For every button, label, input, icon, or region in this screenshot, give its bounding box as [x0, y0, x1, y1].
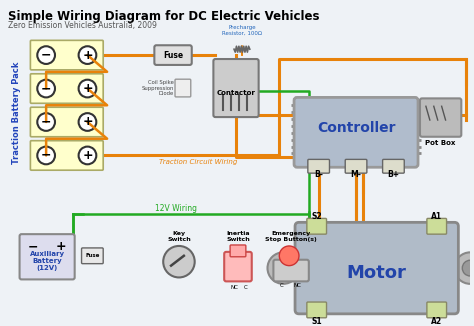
FancyBboxPatch shape: [295, 222, 458, 314]
Text: Zero Emission Vehicles Australia, 2009: Zero Emission Vehicles Australia, 2009: [8, 21, 156, 30]
Text: +: +: [82, 49, 93, 62]
Text: −: −: [41, 115, 51, 128]
Text: Precharge
Resistor, 100Ω: Precharge Resistor, 100Ω: [222, 25, 262, 36]
FancyBboxPatch shape: [294, 97, 418, 167]
Text: S1: S1: [311, 317, 322, 326]
Text: +: +: [82, 82, 93, 95]
Text: M-: M-: [351, 170, 362, 179]
FancyBboxPatch shape: [175, 79, 191, 97]
FancyBboxPatch shape: [82, 248, 103, 264]
Text: NC: NC: [230, 285, 238, 290]
Text: Motor: Motor: [347, 264, 407, 282]
Text: +: +: [82, 149, 93, 162]
Text: A2: A2: [431, 317, 442, 326]
Text: Key
Switch: Key Switch: [167, 231, 191, 242]
Text: −: −: [28, 240, 38, 253]
Text: +: +: [55, 240, 66, 253]
Text: 12V Wiring: 12V Wiring: [155, 203, 197, 213]
Text: Coil Spike
Suppression
Diode: Coil Spike Suppression Diode: [142, 80, 174, 96]
Text: Auxiliary
Battery
(12V): Auxiliary Battery (12V): [29, 251, 64, 271]
Text: Emergency
Stop Button(s): Emergency Stop Button(s): [265, 231, 317, 242]
FancyBboxPatch shape: [224, 252, 252, 281]
Circle shape: [279, 246, 299, 266]
FancyBboxPatch shape: [427, 218, 447, 234]
Text: S2: S2: [311, 212, 322, 221]
FancyBboxPatch shape: [273, 260, 309, 281]
Circle shape: [163, 246, 195, 277]
Text: A1: A1: [431, 212, 442, 221]
Text: Contactor: Contactor: [217, 90, 255, 96]
Circle shape: [79, 46, 96, 64]
FancyBboxPatch shape: [383, 159, 404, 173]
Circle shape: [455, 252, 474, 284]
Circle shape: [267, 252, 299, 284]
Text: Fuse: Fuse: [85, 253, 100, 258]
Text: Controller: Controller: [317, 121, 395, 135]
Text: Fuse: Fuse: [163, 51, 183, 60]
FancyBboxPatch shape: [30, 141, 103, 170]
Circle shape: [37, 147, 55, 164]
Text: Pot Box: Pot Box: [426, 140, 456, 146]
Text: −: −: [41, 49, 51, 62]
FancyBboxPatch shape: [427, 302, 447, 318]
FancyBboxPatch shape: [307, 218, 327, 234]
Text: Simple Wiring Diagram for DC Electric Vehicles: Simple Wiring Diagram for DC Electric Ve…: [8, 10, 319, 23]
FancyBboxPatch shape: [308, 159, 329, 173]
Text: C: C: [279, 283, 283, 288]
FancyBboxPatch shape: [30, 40, 103, 70]
Text: −: −: [41, 149, 51, 162]
FancyBboxPatch shape: [213, 59, 259, 117]
FancyBboxPatch shape: [345, 159, 367, 173]
Text: −: −: [41, 82, 51, 95]
Text: B+: B+: [387, 170, 400, 179]
Circle shape: [79, 147, 96, 164]
Text: NC: NC: [293, 283, 301, 288]
Text: Traction Circuit Wiring: Traction Circuit Wiring: [159, 159, 237, 166]
FancyBboxPatch shape: [30, 74, 103, 103]
FancyBboxPatch shape: [19, 234, 75, 279]
Text: B-: B-: [314, 170, 323, 179]
Circle shape: [37, 113, 55, 131]
FancyBboxPatch shape: [155, 45, 192, 65]
Circle shape: [79, 80, 96, 97]
FancyBboxPatch shape: [30, 107, 103, 137]
FancyBboxPatch shape: [230, 245, 246, 257]
Text: C: C: [244, 285, 248, 290]
Circle shape: [37, 46, 55, 64]
Circle shape: [37, 80, 55, 97]
Circle shape: [79, 113, 96, 131]
Text: Traction Battery Pack: Traction Battery Pack: [12, 62, 21, 164]
FancyBboxPatch shape: [420, 98, 461, 137]
Circle shape: [462, 260, 474, 276]
Circle shape: [275, 260, 291, 276]
FancyBboxPatch shape: [307, 302, 327, 318]
Text: +: +: [82, 115, 93, 128]
Text: Inertia
Switch: Inertia Switch: [226, 231, 250, 242]
